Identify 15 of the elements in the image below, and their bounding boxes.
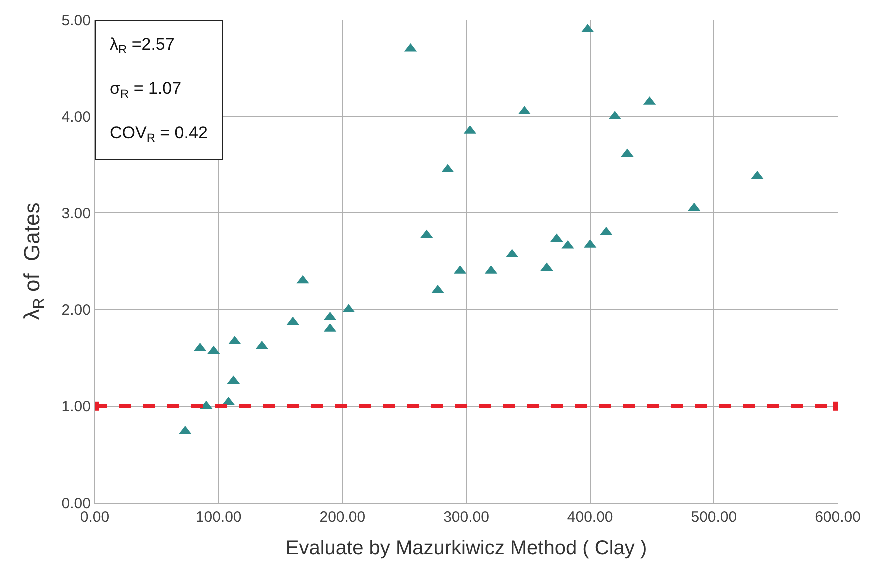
y-tick-label: 4.00: [62, 108, 91, 126]
annotation: COV$_{R}$ = 0.42: [110, 123, 208, 145]
x-axis-title: Evaluate by Mazurkiwicz Method ( Clay ): [286, 538, 648, 560]
x-tick-label: 200.00: [320, 509, 366, 526]
annotation: λ$_{R}$ =2.57: [110, 35, 175, 57]
x-tick-label: 600.00: [815, 509, 861, 526]
x-tick-label: 300.00: [444, 509, 490, 526]
x-tick-label: 400.00: [567, 509, 614, 526]
x-tick-label: 100.00: [196, 509, 242, 526]
x-tick-label: 500.00: [691, 509, 738, 526]
y-tick-label: 5.00: [62, 12, 91, 30]
y-tick-label: 2.00: [62, 302, 91, 320]
y-tick-label: 3.00: [62, 205, 91, 222]
annotation: σ$_{R}$ = 1.07: [110, 79, 182, 101]
y-tick-label: 1.00: [62, 398, 91, 416]
